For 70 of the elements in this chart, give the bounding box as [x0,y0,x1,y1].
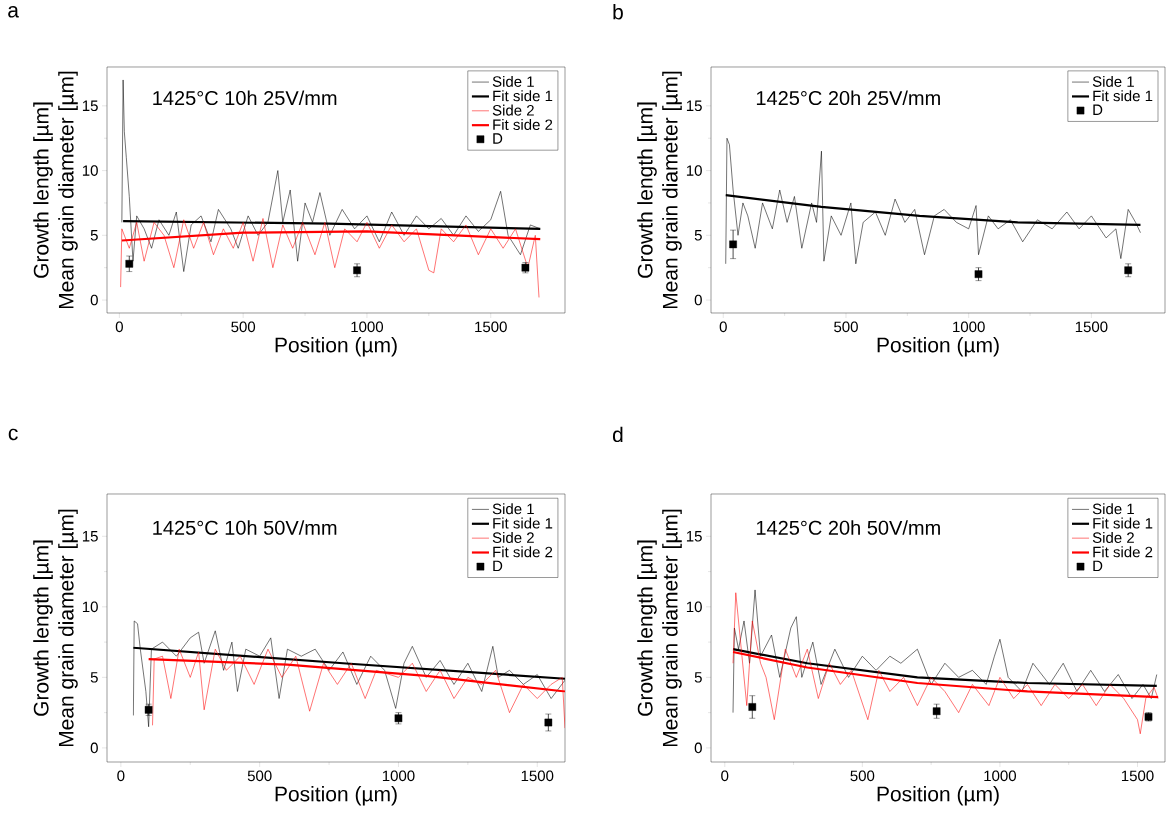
legend-label: Fit side 1 [1093,90,1153,102]
chart-title: a [8,6,19,18]
legend-label: Side 2 [1092,531,1134,543]
legend-label: D [1093,104,1103,115]
legend-label: Fit side 2 [1093,546,1153,558]
x-tick-label: 1000 [953,321,985,333]
x-tick-label: 1000 [351,321,384,333]
x-tick-label: 0 [721,770,729,782]
text: Mean grain diameter [µm] [662,71,682,309]
y-tick-label: 10 [82,601,98,613]
x-tick-label: 500 [231,321,256,333]
annotation: 1425°C 20h 50V/mm [756,520,940,535]
legend-label: D [493,560,503,572]
y-axis-title: Growth length [µm] [33,102,53,278]
y-tick-label: 0 [694,742,702,754]
x-tick-label: 1500 [521,770,554,782]
x-tick-label: 0 [115,321,123,333]
legend-label: Fit side 1 [493,517,553,529]
y-axis-title: Growth length [µm] [637,102,657,278]
annotation: 1425°C 10h 50V/mm [153,520,337,535]
x-tick-label: 0 [719,321,727,333]
text: Mean grain diameter [µm] [58,509,78,747]
y-axis-title: Growth length [µm] [637,540,657,716]
x-tick-label: 1000 [382,770,415,782]
x-tick-label: 0 [117,770,125,782]
legend-label: Fit side 2 [493,118,553,130]
y-tick-label: 5 [694,230,702,241]
chart-title: c [8,428,18,441]
x-tick-label: 500 [247,770,272,782]
x-axis-title: Position (µm) [275,337,397,357]
legend-label: D [493,133,503,144]
legend-label: Side 1 [1092,75,1134,87]
legend-label: Side 1 [492,75,534,87]
y-tick-label: 15 [686,531,702,542]
y-tick-label: 15 [686,100,702,112]
annotation: 1425°C 10h 25V/mm [153,90,337,106]
legend-label: D [1093,560,1103,572]
y-tick-label: 15 [82,100,98,112]
legend-label: Side 2 [492,104,534,116]
legend-label: Side 1 [492,503,534,515]
x-tick-label: 500 [850,770,875,782]
x-axis-title: Position (µm) [877,337,999,357]
x-tick-label: 1500 [1075,321,1108,333]
legend-label: Fit side 1 [493,90,553,102]
x-axis-title: Position (µm) [275,786,397,806]
legend-label: Side 2 [492,531,534,543]
x-axis-title: Position (µm) [877,786,999,806]
text: Mean grain diameter [µm] [662,509,682,747]
y-tick-label: 10 [686,601,702,613]
x-tick-label: 500 [834,321,858,333]
y-tick-label: 5 [90,230,98,241]
y-tick-label: 5 [694,672,702,683]
y-tick-label: 10 [686,165,702,176]
legend-label: Fit side 2 [493,546,553,558]
x-tick-label: 1500 [1121,770,1154,782]
y-tick-label: 10 [82,165,98,176]
annotation: 1425°C 20h 25V/mm [756,90,940,106]
y-tick-label: 0 [694,294,702,306]
chart-title: b [613,4,623,20]
text: Mean grain diameter [µm] [58,71,78,309]
legend-label: Side 1 [1092,503,1134,515]
chart-title: d [612,426,623,443]
legend-label: Fit side 1 [1093,517,1153,529]
x-tick-label: 1000 [984,770,1016,782]
x-tick-label: 1500 [475,321,507,333]
y-tick-label: 0 [90,742,98,754]
y-tick-label: 5 [90,672,98,683]
y-tick-label: 0 [90,294,98,306]
y-tick-label: 15 [82,531,98,542]
y-axis-title: Growth length [µm] [33,540,53,716]
